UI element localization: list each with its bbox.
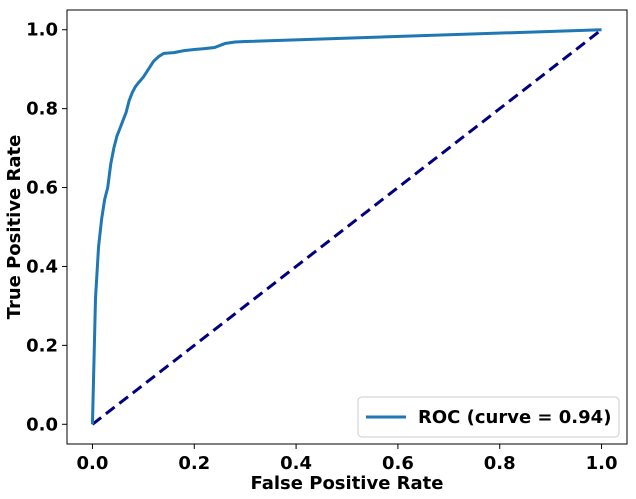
y-tick-label: 1.0 bbox=[26, 20, 58, 41]
y-axis-label: True Positive Rate bbox=[4, 135, 25, 320]
series-layer bbox=[90, 28, 603, 426]
x-axis-label: False Positive Rate bbox=[251, 473, 444, 494]
y-tick-label: 0.0 bbox=[26, 414, 58, 435]
x-tick-label: 0.4 bbox=[280, 453, 312, 474]
x-tick-label: 0.2 bbox=[178, 453, 210, 474]
x-tick-label: 0.0 bbox=[77, 453, 109, 474]
x-tick-label: 0.6 bbox=[382, 453, 414, 474]
legend-box bbox=[357, 396, 620, 438]
roc-curve-line bbox=[90, 28, 602, 425]
legend: ROC (curve = 0.94) bbox=[357, 396, 620, 438]
y-tick-label: 0.6 bbox=[26, 178, 58, 199]
x-tick-label: 0.8 bbox=[484, 453, 516, 474]
x-axis-ticks: 0.0 0.2 0.4 0.6 0.8 1.0 bbox=[77, 444, 618, 474]
legend-label-roc: ROC (curve = 0.94) bbox=[418, 407, 611, 428]
y-tick-label: 0.4 bbox=[26, 256, 58, 277]
chance-diagonal-line bbox=[91, 28, 603, 426]
x-tick-label: 1.0 bbox=[586, 453, 618, 474]
y-axis-ticks: 0.0 0.2 0.4 0.6 0.8 1.0 bbox=[26, 20, 67, 435]
y-tick-label: 0.8 bbox=[26, 99, 58, 120]
y-tick-label: 0.2 bbox=[26, 335, 58, 356]
